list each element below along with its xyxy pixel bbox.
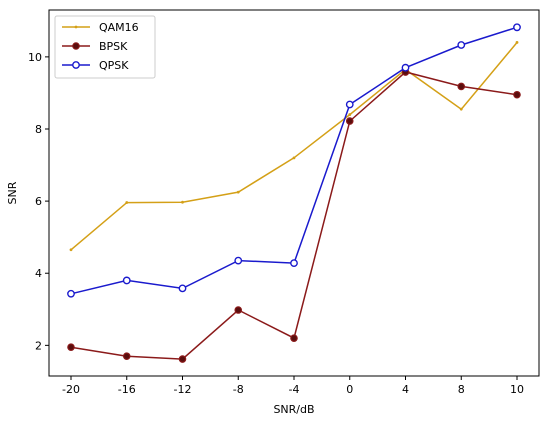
- y-tick-label: 6: [35, 195, 42, 208]
- legend-label: BPSK: [99, 40, 128, 53]
- data-point: [457, 82, 466, 91]
- data-point: [122, 276, 131, 285]
- x-axis: -20 -16 -12 -8 -4 0 4 8 10: [62, 376, 524, 396]
- data-point: [234, 306, 243, 314]
- x-axis-label: SNR/dB: [273, 403, 314, 416]
- series-qpsk: [67, 23, 521, 298]
- legend-label: QAM16: [99, 21, 139, 34]
- data-point: [69, 248, 73, 252]
- x-tick-label: -16: [118, 383, 136, 396]
- y-tick-label: 8: [35, 123, 42, 136]
- data-point: [122, 352, 131, 360]
- data-point: [457, 41, 466, 49]
- data-point: [513, 23, 521, 32]
- data-point: [345, 117, 354, 125]
- legend-marker: [74, 25, 78, 29]
- data-point: [178, 284, 187, 293]
- y-tick-label: 4: [35, 267, 42, 280]
- data-point: [345, 100, 354, 109]
- legend-item-qam16: QAM16: [62, 21, 139, 34]
- data-point: [290, 334, 298, 342]
- legend: QAM16 BPSK QPSK: [54, 15, 156, 79]
- x-tick-label: 4: [402, 383, 409, 396]
- legend-marker: [72, 61, 80, 69]
- x-tick-label: 10: [510, 383, 524, 396]
- y-axis-label: SNR: [6, 181, 19, 204]
- x-tick-label: -4: [289, 383, 300, 396]
- data-point: [125, 201, 129, 204]
- data-point: [67, 343, 75, 351]
- data-point: [290, 259, 298, 268]
- y-axis: 2 4 6 8 10: [28, 51, 49, 352]
- x-tick-label: -8: [233, 383, 244, 396]
- data-point: [178, 355, 187, 363]
- data-point: [348, 113, 352, 116]
- data-point: [513, 90, 521, 99]
- data-point: [515, 41, 519, 44]
- data-point: [67, 289, 75, 298]
- x-tick-label: -12: [174, 383, 192, 396]
- data-point: [236, 190, 240, 194]
- series-layer: [67, 23, 521, 363]
- y-tick-label: 10: [28, 51, 42, 64]
- data-point: [292, 156, 296, 160]
- legend-box: [54, 15, 156, 79]
- data-point: [459, 107, 463, 111]
- x-tick-label: 0: [346, 383, 353, 396]
- y-tick-label: 2: [35, 339, 42, 352]
- series-bpsk: [67, 68, 521, 363]
- x-tick-label: -20: [62, 383, 80, 396]
- x-tick-label: 8: [458, 383, 465, 396]
- data-point: [181, 200, 184, 204]
- legend-item-bpsk: BPSK: [62, 40, 128, 53]
- legend-marker: [72, 42, 80, 50]
- legend-label: QPSK: [99, 59, 129, 72]
- data-point: [401, 63, 410, 72]
- legend-item-qpsk: QPSK: [62, 59, 129, 72]
- data-point: [234, 256, 243, 265]
